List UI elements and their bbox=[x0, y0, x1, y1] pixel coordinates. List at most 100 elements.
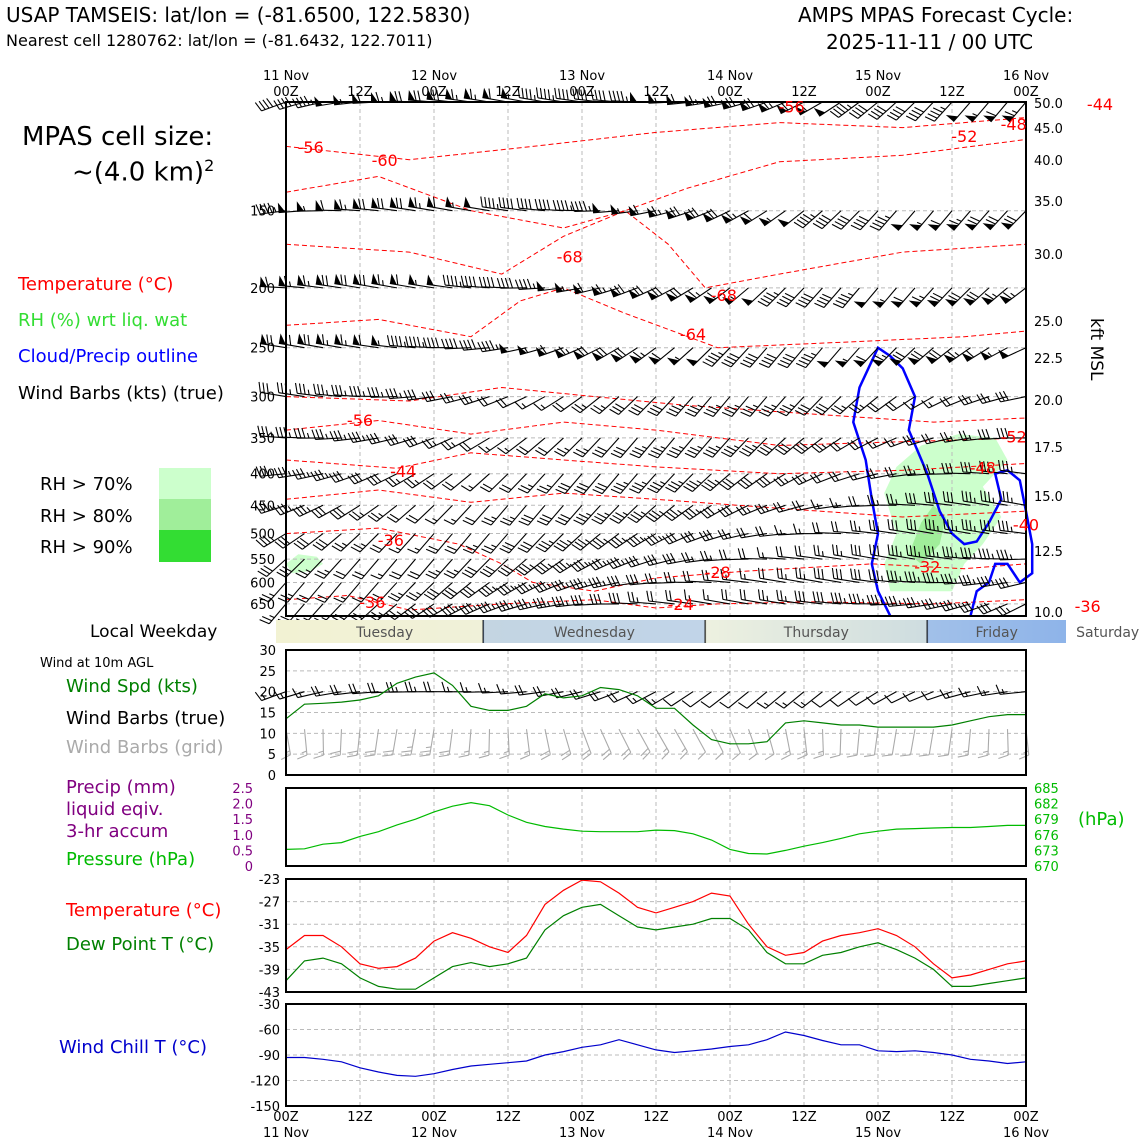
wind-barb-half bbox=[880, 599, 884, 605]
wind-barb-full bbox=[740, 527, 746, 538]
wind-barb-full bbox=[314, 470, 321, 480]
wind-barb-full bbox=[292, 469, 299, 480]
wind-barb-full bbox=[755, 526, 761, 537]
wind-barb-staff bbox=[834, 473, 860, 483]
wind-barb-full bbox=[299, 594, 310, 600]
wind-barb bbox=[458, 602, 490, 615]
wind-barb-staff bbox=[915, 287, 934, 308]
wind-barb-half bbox=[422, 342, 425, 348]
wind-barb bbox=[872, 287, 897, 309]
wind-barb-half bbox=[707, 594, 709, 601]
wind-barb-full bbox=[671, 446, 682, 453]
wind-barb-half bbox=[678, 480, 684, 485]
wind-barb-full bbox=[514, 585, 523, 595]
wind-barb-full bbox=[937, 754, 949, 758]
wind-barb-full bbox=[551, 565, 561, 574]
pressure-tick: 673 bbox=[1034, 844, 1059, 859]
wind-barb-full bbox=[739, 568, 742, 579]
wind-barb-staff bbox=[983, 603, 1008, 615]
wind-barb-staff bbox=[376, 504, 398, 522]
wind-barb-full bbox=[796, 219, 807, 226]
wind-barb-full bbox=[573, 451, 583, 458]
wind-barb-staff bbox=[409, 437, 435, 448]
wind-barb-half bbox=[899, 551, 902, 557]
wind-barb-full bbox=[665, 534, 674, 543]
wind-barb-staff bbox=[763, 473, 786, 488]
wind-barb bbox=[739, 437, 768, 457]
wind-barb-full bbox=[333, 509, 342, 518]
wind-barb bbox=[775, 437, 805, 456]
wind-barb-full bbox=[469, 88, 473, 100]
wind-barb-full bbox=[499, 397, 508, 407]
wind-barb-full bbox=[962, 575, 968, 586]
wind-barb bbox=[977, 729, 990, 759]
wind-barb-staff bbox=[907, 554, 934, 560]
wind-barb-full bbox=[595, 576, 602, 587]
wind-barb-full bbox=[846, 470, 854, 481]
wind-barb-full bbox=[650, 288, 659, 297]
wind-barb-full bbox=[742, 359, 753, 365]
wind-barb-staff bbox=[601, 437, 620, 458]
wind-barb-full bbox=[517, 547, 528, 553]
wind-barb-flag bbox=[426, 89, 434, 100]
wind-barb-staff bbox=[763, 210, 786, 227]
wind-barb-full bbox=[847, 441, 856, 451]
wind-barb bbox=[906, 518, 934, 535]
wind-barb-full bbox=[382, 754, 393, 757]
wind-barb-full bbox=[439, 750, 450, 754]
wind-barb bbox=[816, 347, 842, 368]
wind-barb-staff bbox=[836, 437, 860, 452]
wind-barb-full bbox=[812, 222, 823, 230]
wind-barb bbox=[571, 533, 601, 551]
wind-barb bbox=[739, 210, 768, 226]
wind-barb-full bbox=[427, 337, 432, 348]
wind-barb-full bbox=[421, 392, 428, 402]
wind-barb-full bbox=[410, 606, 420, 615]
wind-barb-full bbox=[484, 601, 492, 611]
wind-barb-full bbox=[977, 429, 983, 440]
wind-barb-staff bbox=[694, 437, 712, 458]
wind-barb-full bbox=[499, 585, 508, 594]
wind-barb-full bbox=[910, 519, 913, 530]
wind-barb-half bbox=[746, 507, 751, 513]
wind-barb-full bbox=[707, 355, 718, 362]
wind-barb-staff bbox=[804, 396, 823, 416]
wind-barb-full bbox=[721, 588, 724, 600]
wind-barb-staff bbox=[877, 347, 897, 367]
wind-barb bbox=[273, 690, 305, 700]
wind-speed-tick: 15 bbox=[259, 707, 276, 722]
wind-barb-full bbox=[821, 568, 824, 580]
wind-barb bbox=[297, 333, 324, 349]
wind-barb-full bbox=[435, 337, 440, 348]
wind-barb bbox=[701, 473, 731, 492]
wind-barb-full bbox=[802, 591, 806, 602]
wind-barb-half bbox=[491, 586, 497, 591]
wind-barb-full bbox=[339, 199, 343, 210]
wind-barb-full bbox=[560, 514, 571, 520]
wind-barb-full bbox=[887, 519, 890, 530]
wind-barb-full bbox=[665, 486, 675, 493]
wind-barb-full bbox=[717, 530, 724, 540]
wind-barb-full bbox=[498, 487, 509, 493]
wind-barb-full bbox=[459, 443, 468, 452]
wind-barb-full bbox=[613, 557, 622, 566]
wind-barb-staff bbox=[780, 473, 805, 487]
wind-barb-staff bbox=[982, 396, 1008, 404]
wind-barb-staff bbox=[668, 533, 694, 545]
wind-barb-full bbox=[858, 104, 868, 112]
wind-barb-full bbox=[872, 569, 876, 581]
weekday-label: Wednesday bbox=[554, 625, 635, 641]
wind-barb-full bbox=[536, 520, 547, 526]
wind-barb-full bbox=[425, 391, 432, 402]
wind-barb-full bbox=[763, 405, 774, 411]
wind-barb-full bbox=[481, 548, 492, 554]
wind-barb-full bbox=[740, 411, 751, 417]
wind-barb-flag bbox=[315, 200, 323, 211]
wind-barb-full bbox=[499, 547, 510, 554]
wind-barb-full bbox=[589, 542, 599, 550]
wind-barb-full bbox=[514, 600, 521, 611]
wind-barb-full bbox=[666, 511, 676, 519]
temperature-tick: -23 bbox=[259, 873, 280, 888]
bottom-date-label: 11 Nov bbox=[263, 1126, 309, 1140]
wind-barb-half bbox=[583, 581, 588, 587]
